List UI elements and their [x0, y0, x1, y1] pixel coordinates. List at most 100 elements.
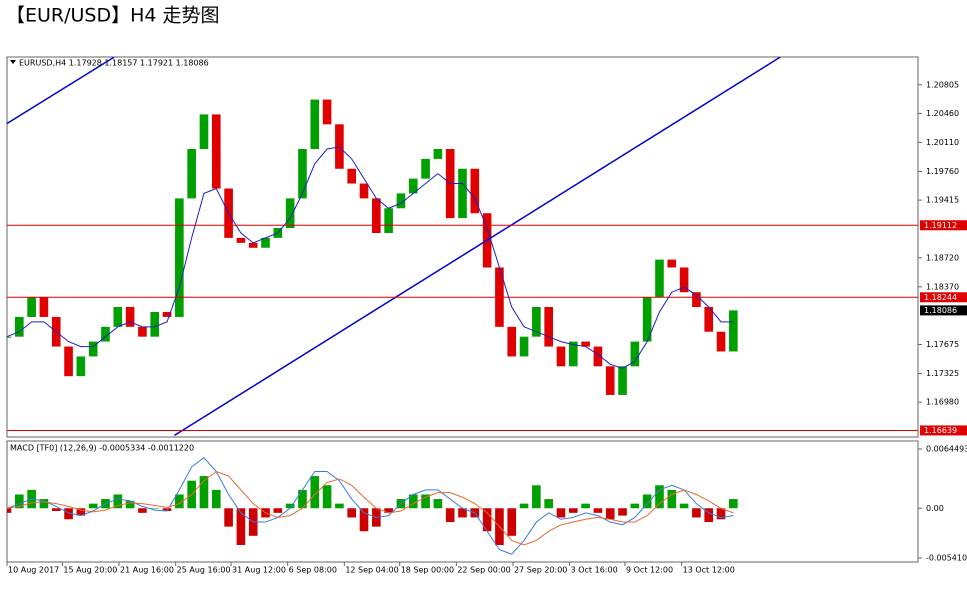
macd-bar — [667, 489, 677, 509]
candle-body — [421, 158, 430, 179]
macd-bar — [51, 508, 61, 512]
candle-body — [15, 316, 24, 337]
candle-body — [261, 237, 270, 248]
y-tick-label: 1.20110 — [926, 138, 959, 147]
candle-body — [544, 306, 553, 347]
y-tick-label: 1.20460 — [926, 109, 959, 118]
y-tick-label: 1.17675 — [926, 340, 959, 349]
macd-bar — [532, 485, 541, 509]
macd-bar — [175, 494, 184, 509]
trend-line — [7, 57, 115, 125]
candle-body — [76, 356, 86, 377]
price-header: EURUSD,H4 1.17928 1.18157 1.17921 1.1808… — [19, 59, 209, 68]
candle-body — [408, 178, 418, 194]
macd-bar — [630, 503, 640, 509]
macd-bar — [519, 503, 529, 509]
candle-body — [285, 198, 295, 228]
macd-bar — [211, 489, 221, 509]
macd-bar — [322, 485, 332, 509]
candle-body — [211, 114, 221, 189]
macd-bar — [716, 508, 726, 520]
candle-body — [138, 326, 147, 337]
macd-bar — [7, 508, 12, 513]
y-tick-label: -0.005410 — [926, 553, 967, 562]
macd-bar — [64, 508, 73, 520]
candle-body — [458, 168, 467, 219]
macd-bar — [581, 503, 590, 509]
macd-bar — [138, 508, 147, 513]
macd-bar — [408, 494, 418, 509]
candle-body — [27, 297, 36, 317]
candle-body — [347, 168, 357, 184]
macd-bar — [384, 508, 393, 513]
macd-bar — [544, 499, 553, 509]
macd-bar — [593, 508, 603, 513]
macd-bar — [359, 508, 369, 532]
candle-body — [630, 341, 640, 367]
macd-bar — [76, 508, 86, 516]
x-tick-label: 21 Aug 16:00 — [120, 566, 174, 575]
macd-bar — [113, 494, 123, 509]
candle-body — [729, 310, 738, 352]
macd-bar — [482, 508, 492, 532]
candle-body — [618, 366, 627, 395]
macd-bar — [39, 499, 49, 509]
macd-bar — [285, 503, 295, 509]
macd-bar — [298, 489, 307, 509]
series-line — [7, 470, 734, 546]
candle-body — [187, 149, 196, 199]
series-line — [7, 146, 734, 369]
macd-bar — [347, 508, 357, 518]
macd-bar — [642, 494, 652, 509]
candle-body — [568, 341, 578, 367]
y-tick-label: 1.16980 — [926, 398, 959, 407]
x-tick-label: 27 Sep 20:00 — [514, 566, 567, 575]
macd-bar — [729, 499, 738, 509]
candle-body — [692, 292, 701, 307]
macd-bar — [162, 508, 172, 512]
candle-body — [605, 366, 615, 395]
candle-body — [642, 297, 652, 342]
macd-bar — [310, 476, 320, 509]
macd-bar — [507, 508, 517, 536]
macd-bar — [236, 508, 246, 546]
y-tick-label: 1.20805 — [926, 80, 959, 89]
x-tick-label: 9 Oct 12:00 — [626, 566, 673, 575]
candle-body — [199, 114, 209, 150]
y-tick-label: 1.18720 — [926, 253, 959, 262]
candle-body — [372, 198, 381, 233]
candle-body — [7, 336, 12, 338]
macd-bar — [421, 494, 430, 509]
candle-body — [248, 242, 258, 248]
candle-body — [39, 297, 49, 317]
level-tag — [920, 292, 967, 303]
level-tag — [920, 425, 967, 436]
y-tick-label: 1.18370 — [926, 282, 959, 291]
candle-body — [64, 346, 73, 377]
candle-body — [322, 99, 332, 125]
x-tick-label: 13 Oct 12:00 — [683, 566, 735, 575]
candle-body — [310, 99, 320, 150]
macd-bar — [556, 508, 566, 518]
candle-body — [298, 149, 307, 199]
macd-bar — [605, 508, 615, 520]
candle-body — [150, 311, 160, 337]
series-line — [7, 457, 734, 555]
candle-body — [113, 306, 123, 327]
x-tick-label: 3 Oct 16:00 — [571, 566, 618, 575]
x-tick-label: 12 Sep 04:00 — [345, 566, 398, 575]
y-tick-label: 1.17325 — [926, 369, 959, 378]
plot-area — [7, 57, 918, 437]
level-label: 1.19112 — [924, 221, 957, 230]
last-price-tag — [920, 305, 967, 316]
trend-line — [174, 57, 781, 437]
candle-body — [125, 306, 135, 327]
candle-body — [593, 346, 603, 367]
candle-body — [236, 237, 246, 243]
macd-bar — [125, 500, 135, 509]
macd-bar — [433, 499, 443, 509]
candle-body — [101, 326, 110, 342]
x-tick-label: 15 Aug 20:00 — [63, 566, 117, 575]
candle-body — [396, 193, 406, 209]
